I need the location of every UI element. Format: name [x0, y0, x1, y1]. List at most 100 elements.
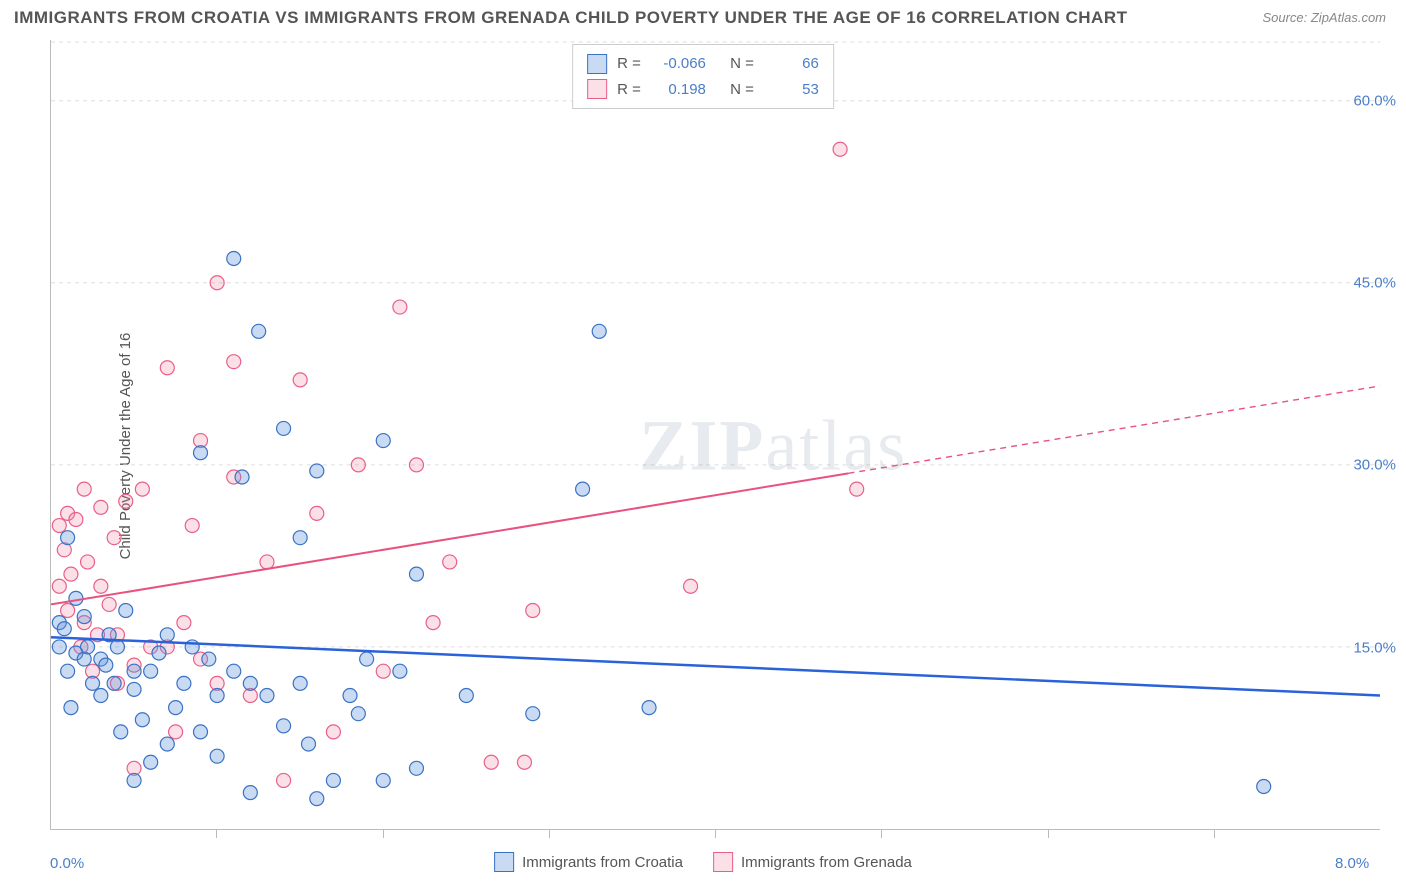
data-point: [260, 688, 274, 702]
data-point: [94, 579, 108, 593]
data-point: [243, 676, 257, 690]
legend-swatch-grenada: [587, 79, 607, 99]
data-point: [210, 688, 224, 702]
data-point: [81, 640, 95, 654]
legend-bottom: Immigrants from Croatia Immigrants from …: [494, 852, 912, 872]
data-point: [94, 500, 108, 514]
data-point: [293, 676, 307, 690]
data-point: [277, 773, 291, 787]
data-point: [210, 749, 224, 763]
data-point: [576, 482, 590, 496]
data-point: [99, 658, 113, 672]
legend-label-croatia: Immigrants from Croatia: [522, 854, 683, 871]
data-point: [69, 591, 83, 605]
data-point: [517, 755, 531, 769]
data-point: [185, 519, 199, 533]
data-point: [376, 773, 390, 787]
chart-title: IMMIGRANTS FROM CROATIA VS IMMIGRANTS FR…: [14, 8, 1128, 28]
data-point: [160, 628, 174, 642]
data-point: [343, 688, 357, 702]
data-point: [351, 707, 365, 721]
x-tick: [216, 830, 217, 838]
data-point: [235, 470, 249, 484]
data-point: [202, 652, 216, 666]
data-point: [160, 361, 174, 375]
data-point: [86, 676, 100, 690]
data-point: [310, 792, 324, 806]
data-point: [64, 567, 78, 581]
legend-item-grenada: Immigrants from Grenada: [713, 852, 912, 872]
data-point: [833, 142, 847, 156]
data-point: [526, 604, 540, 618]
y-tick-label: 60.0%: [1353, 92, 1396, 109]
legend-swatch-croatia: [587, 54, 607, 74]
data-point: [69, 512, 83, 526]
y-tick-label: 45.0%: [1353, 275, 1396, 292]
data-point: [77, 610, 91, 624]
data-point: [119, 494, 133, 508]
data-point: [642, 701, 656, 715]
data-point: [277, 719, 291, 733]
x-tick-label: 8.0%: [1335, 855, 1369, 872]
legend-stats-row-grenada: R = 0.198 N = 53: [587, 77, 819, 103]
data-point: [210, 276, 224, 290]
data-point: [376, 664, 390, 678]
data-point: [152, 646, 166, 660]
data-point: [177, 616, 191, 630]
data-point: [376, 434, 390, 448]
n-label: N =: [730, 77, 754, 103]
x-tick-label: 0.0%: [50, 855, 84, 872]
data-point: [426, 616, 440, 630]
r-value-croatia: -0.066: [651, 51, 706, 77]
data-point: [61, 604, 75, 618]
plot-area: [50, 40, 1380, 830]
data-point: [61, 664, 75, 678]
data-point: [160, 737, 174, 751]
data-point: [127, 664, 141, 678]
legend-item-croatia: Immigrants from Croatia: [494, 852, 683, 872]
data-point: [52, 579, 66, 593]
data-point: [94, 688, 108, 702]
data-point: [351, 458, 365, 472]
y-tick-label: 15.0%: [1353, 639, 1396, 656]
data-point: [310, 464, 324, 478]
r-label: R =: [617, 77, 641, 103]
data-point: [127, 682, 141, 696]
data-point: [177, 676, 191, 690]
legend-swatch-croatia-bottom: [494, 852, 514, 872]
data-point: [850, 482, 864, 496]
data-point: [301, 737, 315, 751]
scatter-svg: [51, 40, 1380, 829]
data-point: [119, 604, 133, 618]
data-point: [57, 622, 71, 636]
data-point: [127, 773, 141, 787]
data-point: [393, 664, 407, 678]
trend-line: [51, 473, 848, 604]
data-point: [227, 664, 241, 678]
data-point: [135, 482, 149, 496]
data-point: [194, 725, 208, 739]
data-point: [409, 458, 423, 472]
data-point: [114, 725, 128, 739]
data-point: [1257, 780, 1271, 794]
data-point: [227, 355, 241, 369]
x-tick: [1048, 830, 1049, 838]
data-point: [64, 701, 78, 715]
data-point: [526, 707, 540, 721]
data-point: [459, 688, 473, 702]
data-point: [592, 324, 606, 338]
data-point: [409, 761, 423, 775]
data-point: [194, 446, 208, 460]
data-point: [409, 567, 423, 581]
data-point: [144, 664, 158, 678]
data-point: [227, 252, 241, 266]
data-point: [484, 755, 498, 769]
legend-swatch-grenada-bottom: [713, 852, 733, 872]
data-point: [684, 579, 698, 593]
x-tick: [1214, 830, 1215, 838]
source-attribution: Source: ZipAtlas.com: [1262, 10, 1386, 25]
data-point: [277, 421, 291, 435]
data-point: [169, 701, 183, 715]
data-point: [110, 640, 124, 654]
x-tick: [383, 830, 384, 838]
